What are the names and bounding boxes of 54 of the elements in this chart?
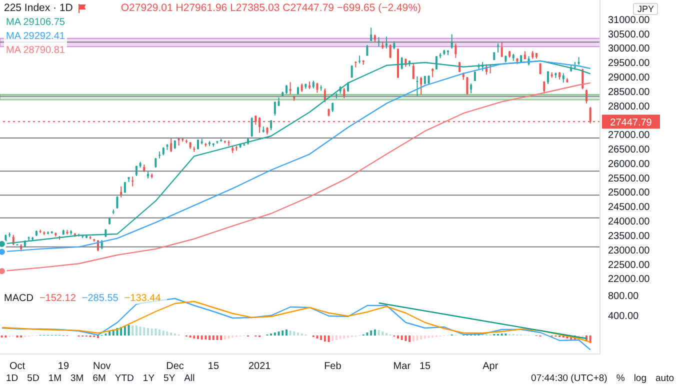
y-tick-label: 22000.00 — [608, 274, 650, 286]
text: auto — [656, 372, 674, 384]
text: MA 29106.75 — [6, 16, 65, 30]
text: log — [634, 372, 646, 384]
series-label: −285.55 — [82, 293, 118, 304]
text: 5Y — [164, 372, 176, 384]
text: 6M — [92, 372, 106, 384]
y-tick-label: 400.00 — [608, 311, 640, 322]
x-tick-label: Oct — [10, 361, 26, 372]
y-tick-label: 800.00 — [608, 291, 640, 302]
x-tick-label: 15 — [208, 361, 220, 372]
y-tick-label: 29000.00 — [608, 72, 650, 84]
y-tick-label: 26500.00 — [608, 144, 650, 156]
x-tick-label: Nov — [93, 361, 111, 372]
x-tick-label: 2021 — [248, 361, 272, 372]
x-tick-label: 19 — [58, 361, 70, 372]
y-tick-label: 24500.00 — [608, 202, 650, 214]
text: % — [616, 372, 625, 384]
text: 07:44:30 (UTC+8) — [531, 372, 608, 384]
y-tick-label: 30000.00 — [608, 44, 650, 55]
text: JPY — [637, 4, 654, 14]
x-tick-label: Dec — [166, 361, 184, 372]
y-tick-label: 23000.00 — [608, 245, 650, 256]
ref-line-label: 27447.79 — [610, 118, 652, 129]
y-tick-label: 22500.00 — [608, 260, 650, 271]
text: −152.12 — [39, 293, 76, 304]
text: 5D — [27, 372, 40, 384]
chart-title: MACD — [4, 293, 34, 304]
series-label: −133.44 — [124, 293, 161, 304]
y-tick-label: 25000.00 — [608, 188, 650, 199]
text: 1M — [48, 372, 62, 384]
y-tick-label: 24000.00 — [608, 216, 650, 228]
y-tick-label: 27000.00 — [608, 130, 650, 142]
y-tick-label: 31000.00 — [608, 14, 650, 26]
text: 1Y — [142, 372, 155, 384]
text: MA 29292.41 — [6, 30, 65, 44]
y-tick-label: 30500.00 — [608, 29, 650, 40]
x-tick-label: 15 — [419, 361, 431, 372]
text: YTD — [114, 372, 134, 384]
chart-title: 225 Index · 1D — [4, 2, 73, 14]
y-tick-label: 23500.00 — [608, 230, 650, 242]
x-tick-label: Apr — [482, 361, 499, 372]
text: 1D — [6, 372, 18, 384]
y-tick-label: 28500.00 — [608, 86, 650, 98]
x-tick-label: Mar — [393, 361, 412, 372]
y-tick-label: 26000.00 — [608, 158, 650, 170]
y-tick-label: 25500.00 — [608, 173, 650, 184]
text: MA 28790.81 — [6, 44, 65, 58]
text: 3M — [70, 372, 84, 384]
y-tick-label: 29500.00 — [608, 58, 650, 70]
x-tick-label: Feb — [324, 361, 342, 372]
y-tick-label: 28000.00 — [608, 101, 650, 112]
chart-subtitle: O27929.01 H27961.96 L27385.03 C27447.79 −699.65 (−2.49%) — [120, 2, 421, 14]
text: All — [184, 372, 195, 384]
